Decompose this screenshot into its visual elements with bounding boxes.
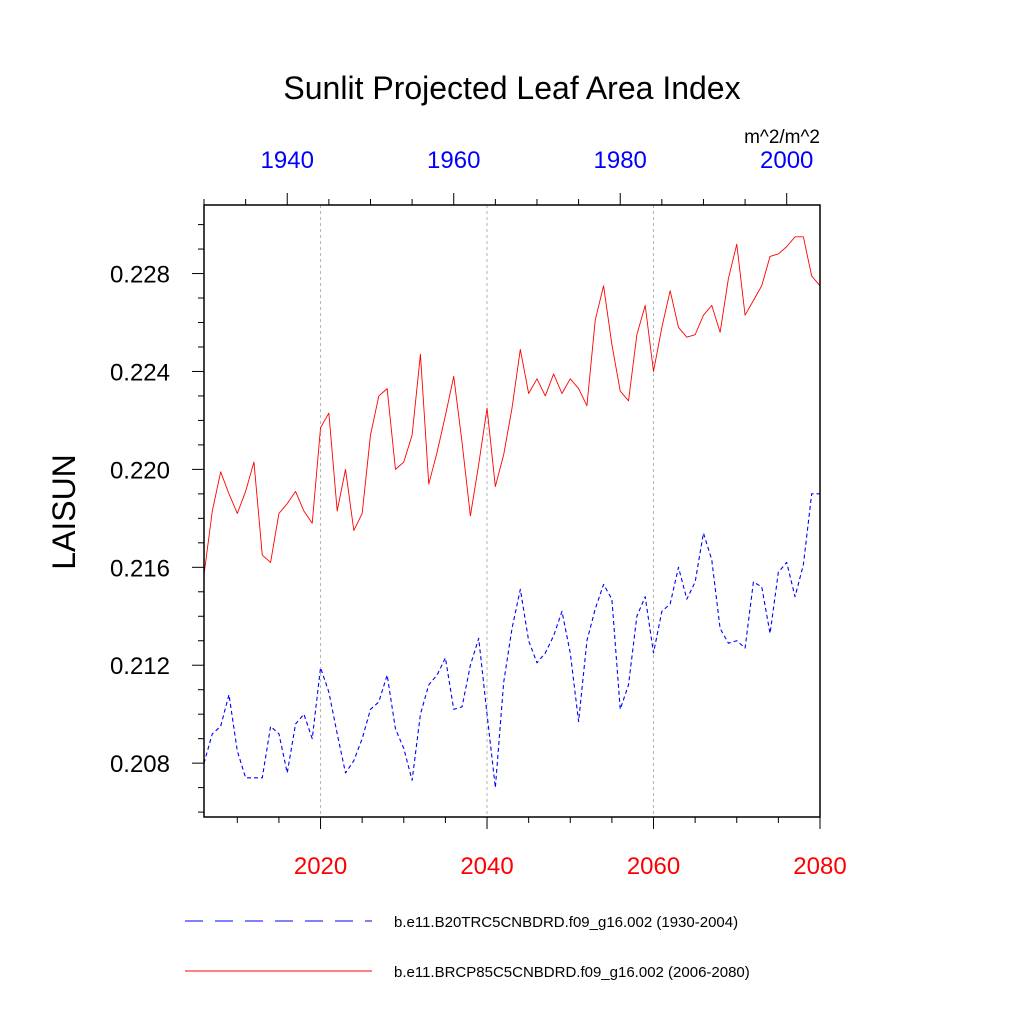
legend-label-historical: b.e11.B20TRC5CNBDRD.f09_g16.002 (1930-20… <box>394 914 738 931</box>
x-top-tick-label: 1980 <box>594 147 647 174</box>
y-axis-label: LAISUN <box>46 454 82 570</box>
legend-label-rcp85: b.e11.BRCP85C5CNBDRD.f09_g16.002 (2006-2… <box>394 964 750 981</box>
x-bottom-tick-label: 2060 <box>627 853 680 880</box>
series-lines <box>203 236 821 789</box>
y-tick-label: 0.212 <box>110 653 170 680</box>
y-tick-labels: 0.208 0.212 0.216 0.220 0.224 0.228 <box>110 262 170 779</box>
axes <box>192 193 821 829</box>
series-line-historical <box>203 493 820 789</box>
x-top-tick-label: 1960 <box>427 147 480 174</box>
x-tick-labels: 2020 2040 2060 2080 1940 1960 1980 2000 <box>261 147 847 880</box>
legend: b.e11.B20TRC5CNBDRD.f09_g16.002 (1930-20… <box>185 914 750 981</box>
y-tick-label: 0.216 <box>110 555 170 582</box>
series-line-rcp85 <box>203 236 821 575</box>
chart-title: Sunlit Projected Leaf Area Index <box>283 70 740 106</box>
x-bottom-tick-label: 2040 <box>460 853 513 880</box>
x-bottom-tick-label: 2020 <box>294 853 347 880</box>
y-tick-label: 0.220 <box>110 457 170 484</box>
x-top-tick-label: 1940 <box>261 147 314 174</box>
gridlines <box>320 205 655 817</box>
units-label: m^2/m^2 <box>744 127 820 148</box>
y-tick-label: 0.224 <box>110 359 170 386</box>
y-tick-label: 0.208 <box>110 751 170 778</box>
x-top-tick-label: 2000 <box>760 147 813 174</box>
x-bottom-tick-label: 2080 <box>793 853 846 880</box>
plot-frame <box>203 204 821 818</box>
y-tick-label: 0.228 <box>110 262 170 289</box>
